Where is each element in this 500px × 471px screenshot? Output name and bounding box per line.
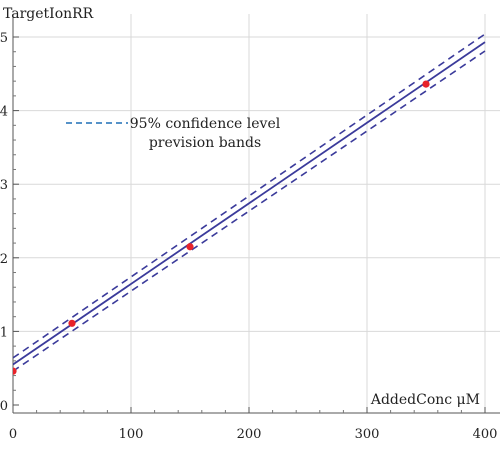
legend-label-line1: 95% confidence level [130,116,281,132]
regression-line [13,41,486,366]
x-tick-label: 400 [473,427,498,442]
x-axis-title: AddedConc μM [370,392,480,408]
data-point [68,319,76,327]
y-tick-label: 1 [0,325,8,340]
x-tick-label: 300 [355,427,380,442]
data-point [13,367,17,375]
data-point [186,243,194,251]
x-tick-label: 0 [9,427,17,442]
y-tick-label: 2 [0,252,8,267]
legend-label-line2: prevision bands [149,135,261,151]
y-axis-title: TargetIonRR [3,6,94,22]
x-tick-label: 200 [237,427,262,442]
data-point [422,80,430,88]
y-tick-label: 5 [0,31,8,46]
x-tick-label: 100 [119,427,144,442]
y-tick-label: 0 [0,399,8,414]
y-tick-label: 4 [0,105,8,120]
y-tick-label: 3 [0,178,8,193]
